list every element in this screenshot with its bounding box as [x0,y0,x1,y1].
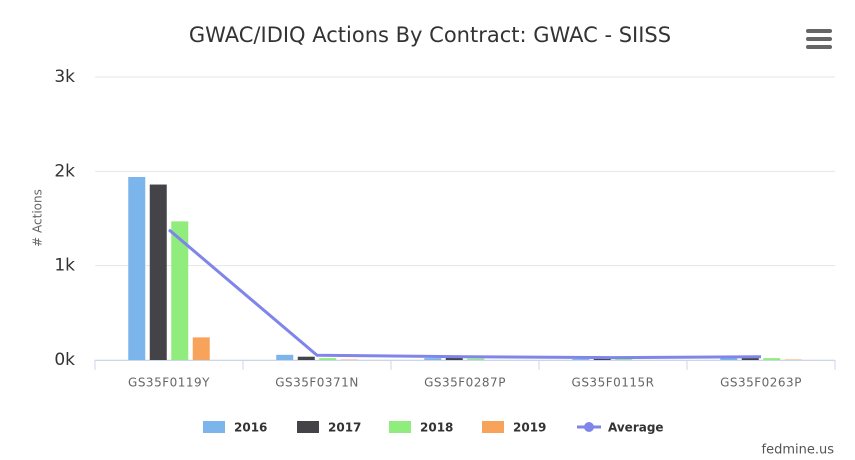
legend-item[interactable]: 2019 [482,421,546,435]
legend-swatch [297,421,319,433]
bar [572,359,590,360]
bar [720,358,738,360]
bar [171,221,189,360]
y-tick-label: 3k [54,67,75,87]
bar [741,357,759,360]
bar [467,358,485,360]
chart-title: GWAC/IDIQ Actions By Contract: GWAC - SI… [189,23,671,47]
bar [424,358,442,360]
legend-marker [584,422,594,432]
x-tick-label: GS35F0119Y [128,376,210,390]
legend-swatch [389,421,411,433]
bar [149,184,167,360]
bar [763,358,781,360]
legend-swatch [203,421,225,433]
x-tick-label: GS35F0115R [572,376,655,390]
y-axis-label: # Actions [31,189,45,247]
x-tick-label: GS35F0287P [424,376,506,390]
bar [319,358,337,360]
legend-swatch [482,421,504,433]
legend-item[interactable]: Average [577,421,664,435]
legend-label: 2019 [513,421,546,435]
bar [128,176,146,360]
credits: fedmine.us [762,443,835,458]
x-tick-label: GS35F0371N [275,376,359,390]
average-line [168,228,762,360]
x-tick-label: GS35F0263P [720,376,802,390]
bar [276,354,294,360]
legend-label: Average [608,421,664,435]
legend-label: 2018 [420,421,453,435]
bar [445,357,463,360]
bar [297,356,315,360]
bar [192,337,210,360]
y-tick-label: 1k [54,256,75,276]
legend-label: 2017 [328,421,361,435]
y-tick-label: 2k [54,161,75,181]
legend-item[interactable]: 2017 [297,421,361,435]
legend-item[interactable]: 2016 [203,421,267,435]
bar [615,359,633,360]
legend-label: 2016 [234,421,267,435]
y-tick-label: 0k [54,350,75,370]
menu-icon[interactable] [806,29,832,49]
legend-item[interactable]: 2018 [389,421,453,435]
bar [593,358,611,360]
